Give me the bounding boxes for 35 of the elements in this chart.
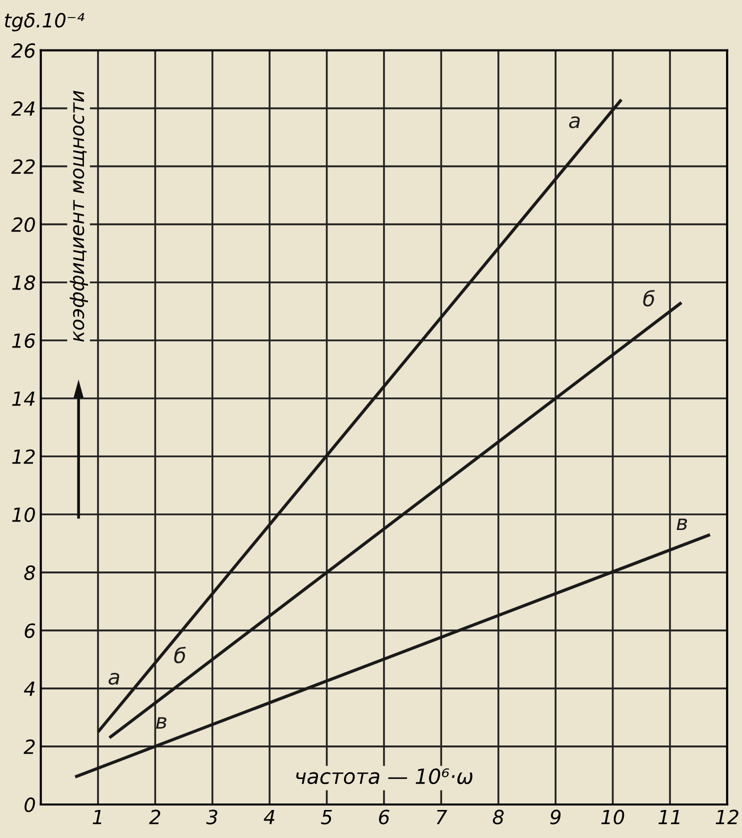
x-tick-label: 12	[716, 810, 738, 824]
y-tick-label: 10	[12, 507, 35, 522]
y-tick-label: 18	[12, 275, 36, 290]
y-tick-label: 4	[24, 682, 35, 696]
y-tick-label: 26	[11, 43, 36, 58]
x-tick-label: 2	[149, 810, 160, 824]
x-tick-label: 6	[379, 810, 390, 824]
y-tick-label: 20	[11, 217, 35, 232]
x-tick-label: 11	[658, 810, 680, 824]
series-label: в	[676, 518, 688, 530]
series-label: б	[643, 290, 655, 306]
y-axis-title: коэффициент мощности	[70, 90, 88, 342]
y-tick-label: 8	[24, 565, 36, 580]
y-tick-label: 12	[12, 449, 35, 464]
chart-title: tgδ.10⁻⁴	[4, 12, 84, 32]
x-tick-label: 5	[320, 810, 332, 824]
x-tick-label: 3	[206, 810, 218, 824]
y-tick-label: 24	[11, 101, 35, 116]
x-tick-label: 9	[550, 810, 561, 824]
x-axis-title: частота — 10⁶·ω	[296, 768, 472, 784]
y-tick-label: 0	[24, 797, 35, 812]
series-label: а	[108, 672, 120, 685]
y-tick-label: 2	[24, 739, 35, 754]
y-tick-label: 22	[11, 159, 35, 174]
x-tick-label: 1	[92, 810, 102, 824]
x-tick-label: 8	[492, 810, 504, 824]
text: б	[174, 646, 186, 664]
x-tick-label: 7	[436, 810, 448, 824]
y-tick-label: 16	[12, 333, 36, 348]
y-tick-label: 6	[24, 623, 36, 638]
text: а	[569, 116, 580, 128]
text: в	[156, 717, 166, 729]
x-tick-label: 10	[601, 810, 624, 824]
y-tick-label: 14	[12, 392, 35, 406]
x-tick-label: 4	[264, 810, 274, 824]
